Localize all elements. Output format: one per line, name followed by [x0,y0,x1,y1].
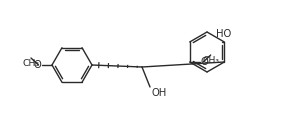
Text: HO: HO [216,29,231,39]
Text: O: O [200,57,208,67]
Text: OH: OH [151,88,166,98]
Text: O: O [34,60,41,70]
Text: CH₃: CH₃ [202,56,219,65]
Text: CH₃: CH₃ [22,59,39,68]
